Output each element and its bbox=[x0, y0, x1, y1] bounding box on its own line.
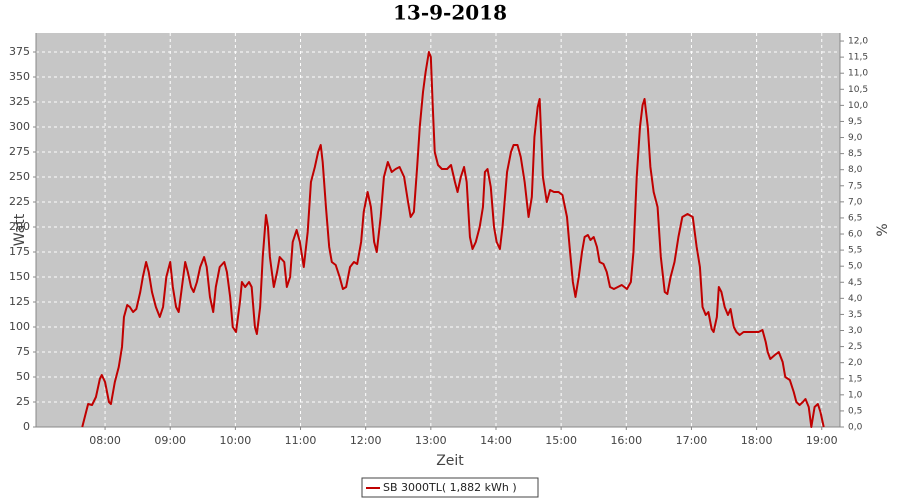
y2-axis-label: % bbox=[875, 223, 891, 236]
y2-tick-label: 9,5 bbox=[848, 117, 862, 127]
y-tick-label: 300 bbox=[9, 120, 30, 133]
x-tick-label: 19:00 bbox=[806, 434, 838, 447]
y2-tick-label: 3,5 bbox=[848, 310, 862, 320]
y-tick-label: 250 bbox=[9, 170, 30, 183]
y2-tick-label: 8,0 bbox=[848, 165, 863, 175]
y2-tick-label: 1,5 bbox=[848, 374, 862, 384]
y2-tick-label: 4,5 bbox=[848, 278, 862, 288]
y-tick-label: 150 bbox=[9, 270, 30, 283]
y2-tick-label: 7,0 bbox=[848, 197, 863, 207]
y-tick-label: 125 bbox=[9, 295, 30, 308]
chart-title: 13-9-2018 bbox=[393, 1, 507, 25]
y2-tick-label: 0,5 bbox=[848, 406, 862, 416]
y-tick-label: 0 bbox=[23, 420, 30, 433]
x-tick-label: 16:00 bbox=[610, 434, 642, 447]
y-tick-label: 225 bbox=[9, 195, 30, 208]
y2-tick-label: 11,0 bbox=[848, 69, 868, 79]
x-tick-label: 15:00 bbox=[545, 434, 577, 447]
x-axis-label: Zeit bbox=[436, 453, 464, 469]
y2-tick-label: 11,5 bbox=[848, 53, 868, 63]
legend: SB 3000TL( 1,882 kWh ) bbox=[361, 477, 539, 498]
y-tick-label: 200 bbox=[9, 220, 30, 233]
legend-label: SB 3000TL( 1,882 kWh ) bbox=[383, 481, 517, 494]
y2-tick-label: 7,5 bbox=[848, 181, 862, 191]
y2-tick-label: 2,5 bbox=[848, 342, 862, 352]
y-tick-label: 50 bbox=[16, 370, 30, 383]
y2-tick-label: 6,5 bbox=[848, 213, 862, 223]
y2-tick-label: 5,5 bbox=[848, 246, 862, 256]
x-tick-label: 18:00 bbox=[741, 434, 773, 447]
x-tick-label: 08:00 bbox=[89, 434, 121, 447]
y2-tick-label: 10,0 bbox=[848, 101, 868, 111]
y2-tick-label: 12,0 bbox=[848, 37, 868, 47]
y2-tick-label: 2,0 bbox=[848, 358, 863, 368]
x-tick-label: 09:00 bbox=[154, 434, 186, 447]
y-tick-label: 175 bbox=[9, 245, 30, 258]
x-tick-label: 17:00 bbox=[676, 434, 708, 447]
y-tick-label: 75 bbox=[16, 345, 30, 358]
y-tick-label: 25 bbox=[16, 395, 30, 408]
x-tick-label: 11:00 bbox=[285, 434, 317, 447]
x-tick-label: 12:00 bbox=[350, 434, 382, 447]
y-axis-label: Watt bbox=[12, 213, 28, 246]
y-tick-label: 350 bbox=[9, 70, 30, 83]
y-tick-label: 275 bbox=[9, 145, 30, 158]
series-line bbox=[81, 51, 825, 428]
y2-tick-label: 5,0 bbox=[848, 262, 863, 272]
plot-area bbox=[36, 33, 840, 427]
y2-tick-label: 3,0 bbox=[848, 326, 863, 336]
y2-tick-label: 6,0 bbox=[848, 230, 863, 240]
y-tick-label: 325 bbox=[9, 95, 30, 108]
legend-box bbox=[361, 477, 539, 498]
y2-tick-label: 9,0 bbox=[848, 133, 863, 143]
y2-tick-label: 0,0 bbox=[848, 423, 863, 433]
y2-tick-label: 1,0 bbox=[848, 390, 863, 400]
x-tick-label: 13:00 bbox=[415, 434, 447, 447]
x-tick-label: 10:00 bbox=[220, 434, 252, 447]
y-tick-label: 375 bbox=[9, 45, 30, 58]
y2-tick-label: 8,5 bbox=[848, 149, 862, 159]
y-tick-label: 100 bbox=[9, 320, 30, 333]
x-tick-label: 14:00 bbox=[480, 434, 512, 447]
y2-tick-label: 4,0 bbox=[848, 294, 863, 304]
y2-tick-label: 10,5 bbox=[848, 85, 868, 95]
